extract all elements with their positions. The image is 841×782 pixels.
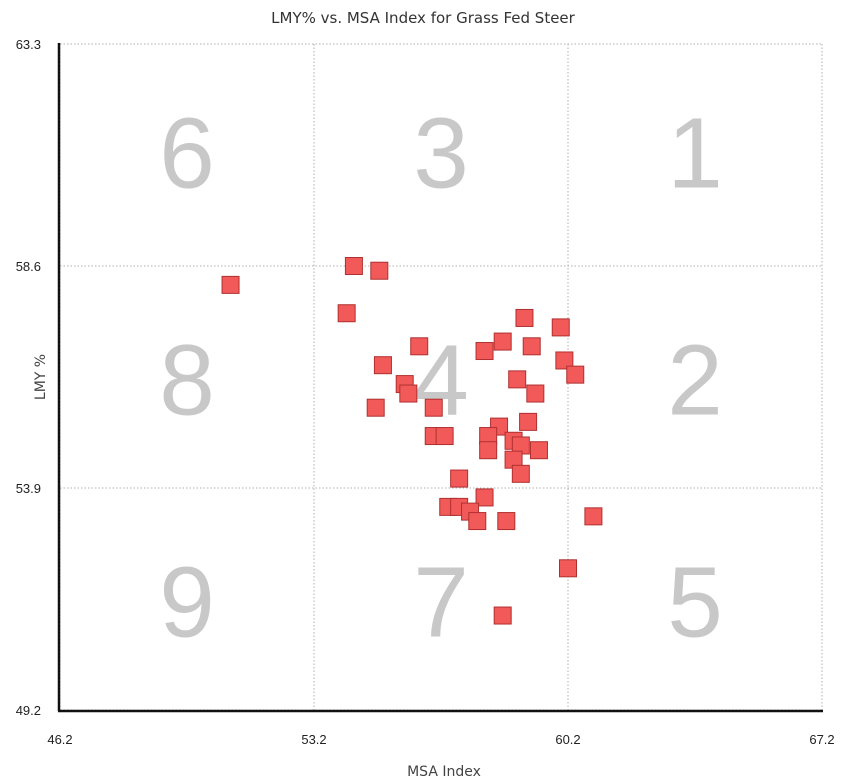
data-point bbox=[475, 488, 494, 507]
data-point bbox=[497, 512, 516, 531]
data-point bbox=[529, 441, 548, 460]
y-tick-label: 63.3 bbox=[16, 37, 41, 52]
axes bbox=[57, 43, 823, 713]
y-tick-label: 53.9 bbox=[16, 481, 41, 496]
zone-label: 3 bbox=[413, 98, 469, 210]
data-point bbox=[515, 308, 534, 327]
zone-label: 1 bbox=[667, 98, 723, 210]
data-point bbox=[526, 384, 545, 403]
zone-label: 7 bbox=[413, 546, 469, 658]
data-point bbox=[566, 365, 585, 384]
data-point bbox=[344, 257, 363, 275]
data-point bbox=[511, 464, 530, 483]
data-point bbox=[370, 261, 389, 280]
y-tick-label: 58.6 bbox=[16, 259, 41, 274]
data-point bbox=[337, 304, 356, 323]
y-axis-label: LMY % bbox=[33, 354, 49, 400]
data-point bbox=[519, 412, 538, 431]
data-point bbox=[493, 332, 512, 351]
data-point bbox=[424, 398, 443, 417]
data-point bbox=[479, 441, 498, 460]
data-point bbox=[373, 356, 392, 375]
data-point bbox=[399, 384, 418, 403]
data-point bbox=[410, 337, 429, 356]
zone-label: 5 bbox=[667, 546, 723, 658]
data-point bbox=[366, 398, 385, 417]
x-tick-label: 60.2 bbox=[555, 732, 580, 747]
data-point bbox=[551, 318, 570, 337]
data-point bbox=[555, 351, 574, 370]
data-point bbox=[450, 469, 469, 488]
zone-label: 9 bbox=[159, 546, 215, 658]
data-point bbox=[475, 342, 494, 361]
y-tick-label: 49.2 bbox=[16, 703, 41, 718]
data-points bbox=[221, 257, 603, 625]
data-point bbox=[508, 370, 527, 389]
x-axis-label: MSA Index bbox=[407, 764, 481, 780]
chart-title: LMY% vs. MSA Index for Grass Fed Steer bbox=[271, 9, 576, 27]
x-tick-label: 67.2 bbox=[809, 732, 834, 747]
tick-labels: 46.2 53.2 60.2 67.2 49.2 53.9 58.6 63.3 bbox=[16, 37, 835, 747]
data-point bbox=[493, 606, 512, 625]
zone-label: 6 bbox=[159, 98, 215, 210]
zone-labels: 6 3 18 4 29 7 5 bbox=[159, 98, 723, 659]
x-tick-label: 53.2 bbox=[301, 732, 326, 747]
x-tick-label: 46.2 bbox=[47, 732, 72, 747]
zone-label: 8 bbox=[159, 324, 215, 436]
data-point bbox=[584, 507, 603, 526]
data-point bbox=[468, 512, 487, 531]
data-point bbox=[435, 427, 454, 446]
data-point bbox=[559, 559, 577, 578]
zone-label: 2 bbox=[667, 324, 723, 436]
data-point bbox=[221, 275, 240, 294]
data-point bbox=[522, 337, 541, 356]
